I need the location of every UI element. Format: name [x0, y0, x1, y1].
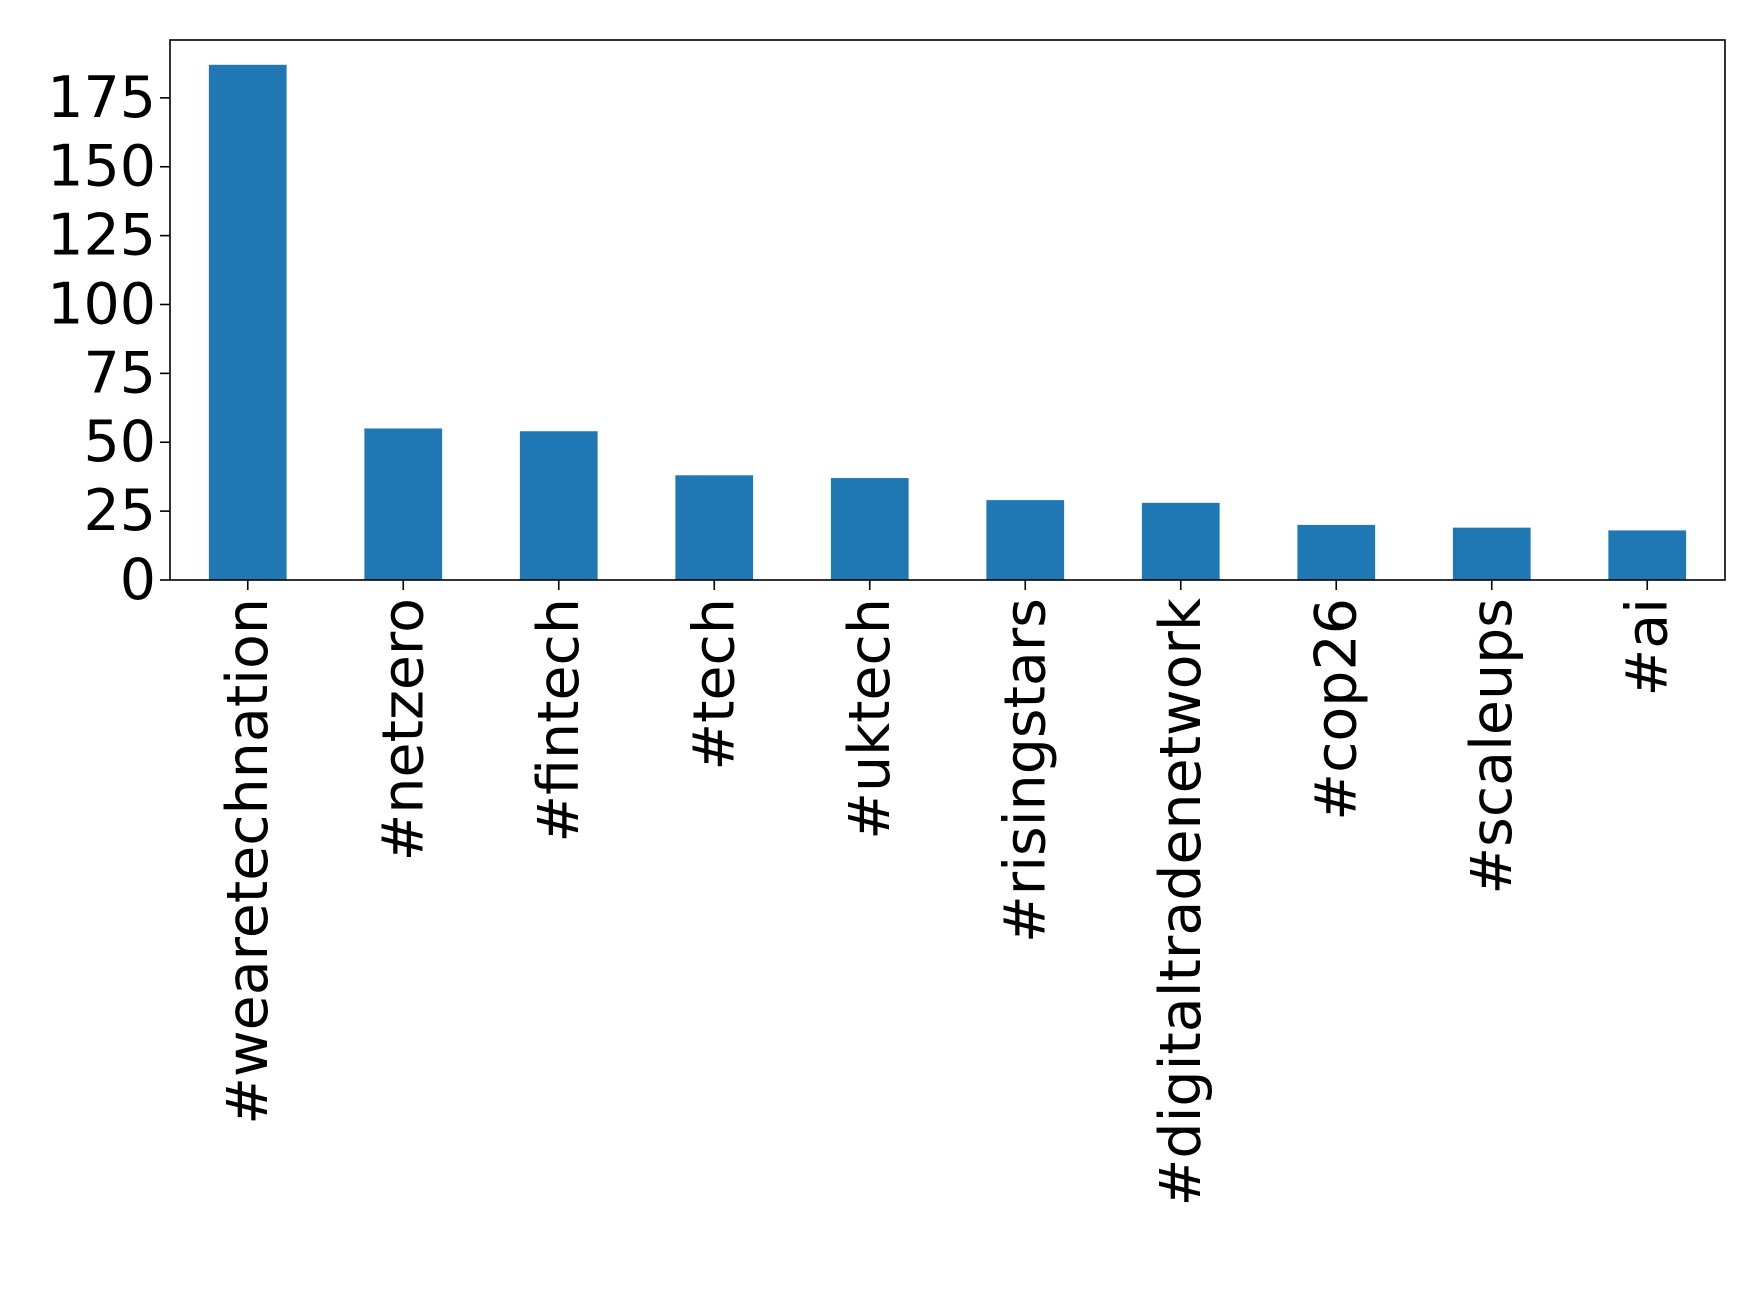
y-tick-label: 125 [47, 203, 156, 269]
y-tick-label: 175 [47, 65, 156, 131]
bar-ai [1608, 530, 1687, 580]
x-tick-label: #fintech [526, 598, 592, 843]
bars-group [208, 64, 1687, 581]
bar-tech [675, 475, 754, 580]
y-tick-label: 50 [83, 409, 156, 475]
bar-cop26 [1297, 524, 1376, 580]
y-tick-label: 0 [120, 547, 156, 613]
bar-wearetechnation [208, 64, 287, 581]
x-tick-label: #netzero [370, 598, 436, 861]
x-tick-label: #risingstars [992, 598, 1058, 943]
x-tick-label: #cop26 [1303, 598, 1369, 821]
y-tick-label: 150 [47, 134, 156, 200]
x-tick-label: #tech [681, 598, 747, 771]
x-tick-label: #wearetechnation [215, 598, 281, 1125]
x-axis: #wearetechnation #netzero #fintech #tech #uk… [215, 580, 1680, 1206]
bar-risingstars [986, 500, 1065, 580]
x-tick-label: #ai [1614, 598, 1680, 697]
y-tick-label: 100 [47, 271, 156, 337]
x-tick-label: #scaleups [1459, 598, 1525, 895]
y-tick-label: 75 [83, 340, 156, 406]
plot-frame [169, 39, 1726, 581]
bar-fintech [519, 431, 598, 580]
x-tick-label: #uktech [837, 598, 903, 840]
bar-netzero [364, 428, 443, 580]
bar-uktech [830, 478, 909, 580]
y-tick-label: 25 [83, 478, 156, 544]
x-tick-label: #digitaltradenetwork [1148, 598, 1214, 1206]
bar-digitaltradenetwork [1141, 502, 1220, 580]
bar-scaleups [1452, 527, 1531, 580]
